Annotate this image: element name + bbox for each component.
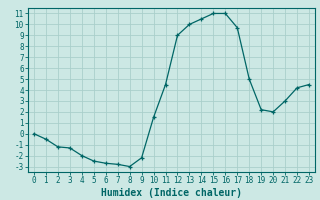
X-axis label: Humidex (Indice chaleur): Humidex (Indice chaleur) bbox=[101, 188, 242, 198]
